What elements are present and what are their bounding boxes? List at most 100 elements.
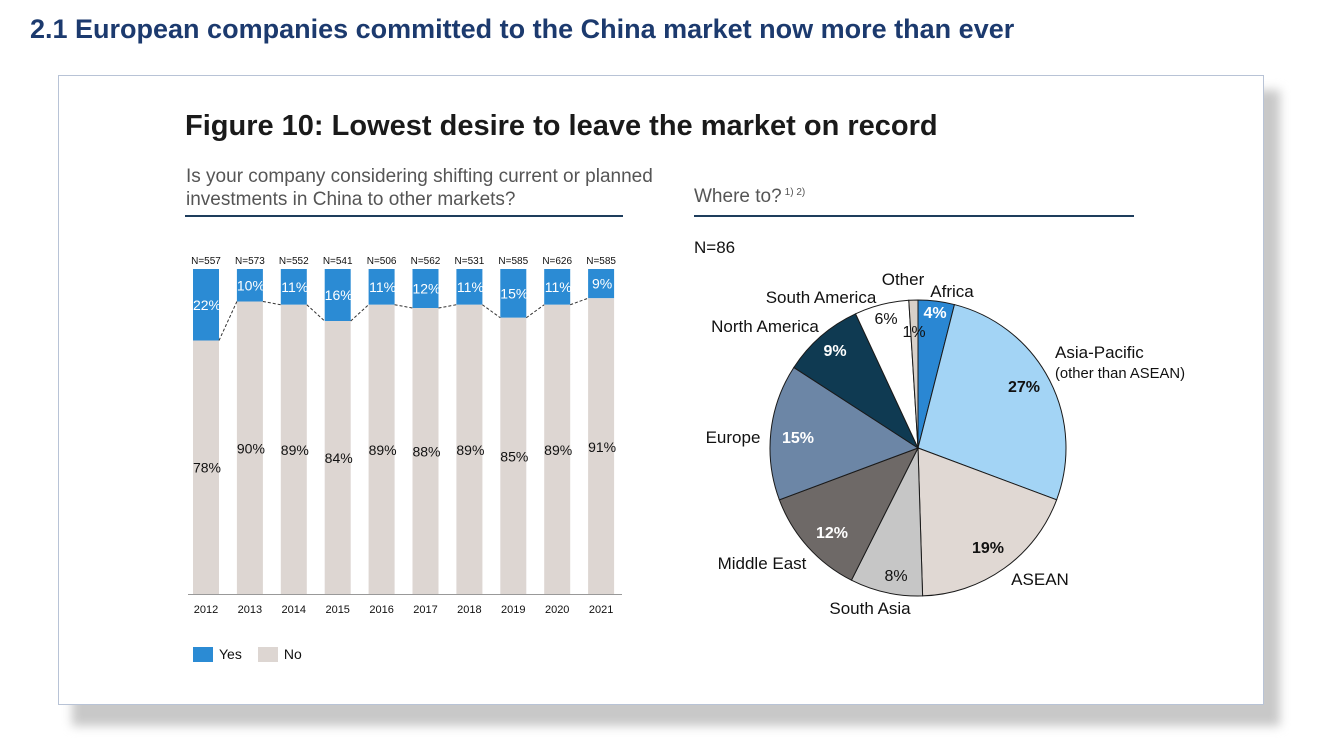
x-tick-label-2018: 2018 bbox=[457, 604, 481, 616]
right-question: Where to? 1) 2) bbox=[694, 186, 805, 208]
connector-line bbox=[482, 304, 501, 319]
pie-value-label-north-america: 9% bbox=[823, 343, 846, 360]
pie-sample-size: N=86 bbox=[694, 238, 736, 257]
pie-category-label-africa: Africa bbox=[930, 282, 974, 301]
bar-n-label-2012: N=557 bbox=[191, 256, 221, 267]
right-question-text: Where to? bbox=[694, 186, 782, 207]
data-label-yes-2016: 11% bbox=[369, 279, 396, 295]
bar-no-2021 bbox=[588, 298, 615, 594]
data-label-no-2015: 84% bbox=[325, 450, 353, 466]
pie-slice-asean bbox=[917, 447, 1058, 597]
data-label-no-2016: 89% bbox=[369, 442, 397, 458]
connector-line bbox=[218, 301, 238, 341]
data-label-yes-2015: 16% bbox=[325, 287, 353, 303]
pie-slice-north-america bbox=[793, 313, 920, 450]
pie-category-label-europe: Europe bbox=[706, 428, 761, 447]
bar-no-2012 bbox=[193, 340, 219, 594]
figure-title: Figure 10: Lowest desire to leave the ma… bbox=[185, 110, 938, 142]
pie-category-label-asia-pacific: Asia-Pacific bbox=[1055, 343, 1144, 362]
x-tick-label-2017: 2017 bbox=[413, 604, 437, 616]
data-label-yes-2019: 15% bbox=[500, 285, 528, 301]
pie-value-label-asia-pacific: 27% bbox=[1008, 379, 1040, 396]
pie-value-label-other: 1% bbox=[902, 324, 925, 341]
bar-n-label-2014: N=552 bbox=[279, 256, 309, 267]
pie-value-label-middle-east: 12% bbox=[816, 525, 848, 542]
data-label-no-2014: 89% bbox=[281, 442, 309, 458]
bar-n-label-2016: N=506 bbox=[367, 256, 397, 267]
data-label-yes-2014: 11% bbox=[281, 279, 308, 295]
right-rule bbox=[694, 215, 1134, 217]
connector-line bbox=[570, 297, 589, 306]
x-tick-label-2015: 2015 bbox=[325, 604, 349, 616]
connector-line bbox=[526, 304, 545, 319]
bar-yes-2021 bbox=[588, 269, 615, 299]
pie-value-label-south-asia: 8% bbox=[884, 568, 907, 585]
legend-label-no: No bbox=[283, 646, 302, 662]
bar-n-label-2020: N=626 bbox=[542, 256, 572, 267]
pie-slice-middle-east bbox=[778, 447, 920, 581]
bar-no-2017 bbox=[412, 308, 439, 594]
data-label-no-2012: 78% bbox=[193, 459, 221, 475]
pie-category-label-middle-east: Middle East bbox=[718, 554, 807, 573]
pie-category-label-south-america: South America bbox=[766, 288, 877, 307]
bar-n-label-2017: N=562 bbox=[411, 256, 441, 267]
left-rule bbox=[185, 215, 623, 217]
bar-yes-2013 bbox=[236, 269, 263, 302]
bar-yes-2017 bbox=[412, 269, 439, 308]
data-label-no-2019: 85% bbox=[500, 448, 528, 464]
bar-yes-2014 bbox=[280, 269, 307, 305]
bar-no-2013 bbox=[236, 301, 263, 594]
bar-yes-2020 bbox=[544, 269, 571, 305]
data-label-no-2018: 89% bbox=[456, 442, 484, 458]
pie-chart: 4% Africa 27% Asia-Pacific (other than ASEAN… bbox=[706, 270, 1185, 618]
connector-line bbox=[262, 301, 281, 306]
bar-no-2018 bbox=[456, 304, 483, 594]
bar-yes-2016 bbox=[368, 269, 395, 305]
pie-value-label-south-america: 6% bbox=[874, 311, 897, 328]
bar-chart: N=557 2012 22% 78% N=573 2013 10% 90% N=552 2014 1… bbox=[188, 256, 622, 616]
bar-no-2014 bbox=[280, 304, 307, 594]
pie-category-label-other: Other bbox=[882, 270, 925, 289]
x-tick-label-2020: 2020 bbox=[545, 604, 569, 616]
bar-yes-2015 bbox=[324, 269, 351, 321]
data-label-yes-2021: 9% bbox=[592, 276, 612, 292]
bar-yes-2019 bbox=[500, 269, 527, 318]
pie-category-label-north-america: North America bbox=[711, 317, 819, 336]
pie-value-label-europe: 15% bbox=[782, 430, 814, 447]
data-label-no-2017: 88% bbox=[412, 444, 440, 460]
connector-line bbox=[306, 304, 326, 322]
data-label-no-2020: 89% bbox=[544, 442, 572, 458]
bar-n-label-2013: N=573 bbox=[235, 256, 265, 267]
data-label-yes-2013: 10% bbox=[237, 277, 265, 293]
data-label-yes-2012: 22% bbox=[193, 297, 221, 313]
pie-slice-europe bbox=[769, 366, 920, 501]
x-tick-label-2019: 2019 bbox=[501, 604, 525, 616]
x-tick-label-2021: 2021 bbox=[589, 604, 613, 616]
x-tick-label-2016: 2016 bbox=[369, 604, 393, 616]
bar-legend: Yes No bbox=[193, 646, 302, 662]
section-title: 2.1 European companies committed to the … bbox=[30, 14, 1015, 44]
pie-value-label-africa: 4% bbox=[923, 305, 946, 322]
pie-category-label-south-asia: South Asia bbox=[829, 599, 911, 618]
data-label-yes-2018: 11% bbox=[457, 279, 484, 295]
legend-label-yes: Yes bbox=[219, 646, 242, 662]
bar-n-label-2018: N=531 bbox=[455, 256, 485, 267]
bar-yes-2018 bbox=[456, 269, 483, 305]
pie-value-label-asean: 19% bbox=[972, 540, 1004, 557]
bar-no-2019 bbox=[500, 317, 527, 594]
legend-swatch-no bbox=[257, 646, 278, 662]
bar-yes-2012 bbox=[193, 269, 219, 341]
pie-category-label-asean: ASEAN bbox=[1011, 570, 1069, 589]
x-tick-label-2013: 2013 bbox=[238, 604, 262, 616]
connector-line bbox=[438, 304, 457, 309]
pie-category-sublabel-asia-pacific: (other than ASEAN) bbox=[1055, 365, 1185, 382]
bar-no-2020 bbox=[544, 304, 571, 594]
right-question-footnote: 1) 2) bbox=[784, 187, 806, 198]
legend-swatch-yes bbox=[193, 646, 213, 662]
bar-n-label-2015: N=541 bbox=[323, 256, 353, 267]
pie-slice-asia-pacific bbox=[917, 303, 1067, 501]
bar-no-2016 bbox=[368, 304, 395, 594]
data-label-yes-2017: 12% bbox=[412, 281, 440, 297]
connector-line bbox=[350, 304, 369, 322]
bar-no-2015 bbox=[324, 321, 351, 594]
